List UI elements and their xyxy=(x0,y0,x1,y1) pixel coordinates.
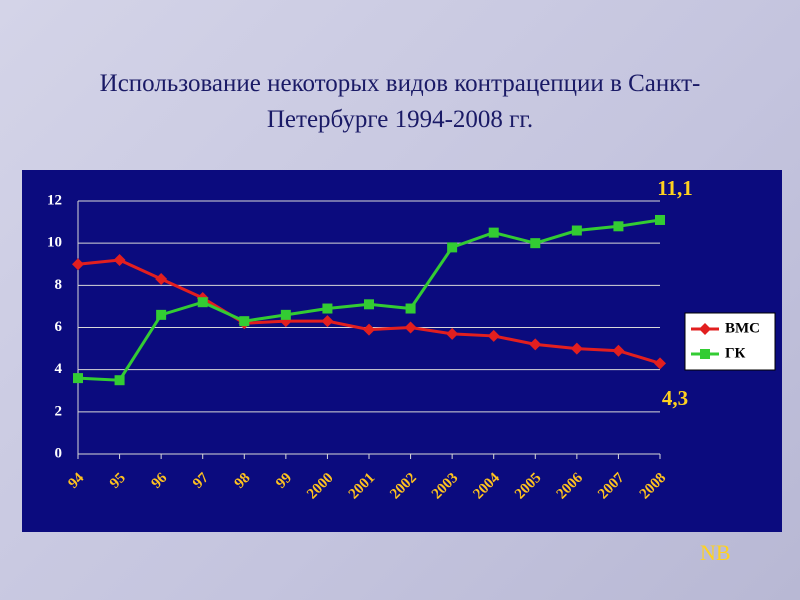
point xyxy=(322,303,333,314)
point xyxy=(114,375,125,386)
legend-marker xyxy=(699,323,711,335)
chart-area xyxy=(22,170,782,532)
point xyxy=(405,303,416,314)
y-tick-label: 12 xyxy=(47,192,62,208)
legend-box xyxy=(684,312,776,371)
point xyxy=(571,225,582,236)
point xyxy=(280,309,291,320)
point xyxy=(197,297,208,308)
value-label: 4,3 xyxy=(662,386,688,410)
y-tick-label: 10 xyxy=(47,235,62,251)
y-tick-label: 8 xyxy=(55,277,63,293)
point xyxy=(529,338,542,351)
point xyxy=(488,227,499,238)
y-tick-label: 6 xyxy=(55,319,63,335)
point xyxy=(73,373,83,384)
value-label: 11,1 xyxy=(657,176,693,200)
point xyxy=(655,214,665,225)
legend-label: ГК xyxy=(725,345,746,361)
point xyxy=(487,329,500,342)
point xyxy=(363,323,375,336)
legend-marker xyxy=(700,349,710,359)
point xyxy=(239,316,250,327)
y-tick-label: 0 xyxy=(55,445,63,461)
point xyxy=(612,344,625,357)
point xyxy=(321,315,334,328)
point xyxy=(155,273,168,286)
point xyxy=(570,342,583,355)
point xyxy=(364,299,374,310)
point xyxy=(613,221,624,232)
point xyxy=(446,327,459,340)
point xyxy=(113,254,126,267)
legend-label: ВМС xyxy=(725,320,760,336)
point xyxy=(156,309,167,320)
note: NB xyxy=(700,540,731,565)
y-tick-label: 4 xyxy=(55,361,63,377)
slide-title: Использование некоторых видов контрацепц… xyxy=(99,70,701,133)
point xyxy=(447,242,458,253)
point xyxy=(404,321,417,334)
point xyxy=(72,258,84,271)
point xyxy=(654,357,666,370)
point xyxy=(530,238,541,249)
y-tick-label: 2 xyxy=(55,403,63,419)
